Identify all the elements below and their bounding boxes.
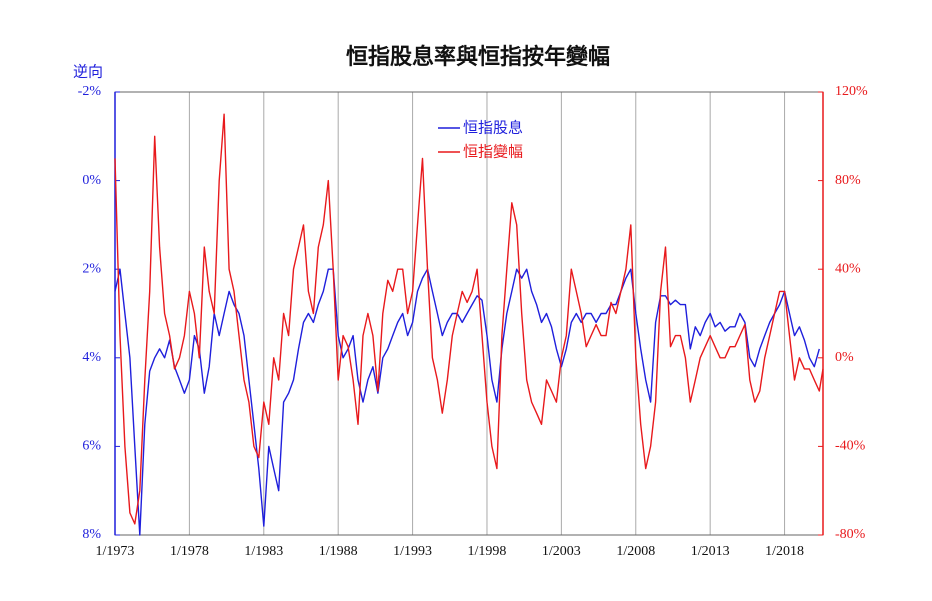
y2-tick-label: 80% [835, 173, 861, 188]
x-tick-label: 1/1988 [319, 544, 358, 559]
y-tick-label: 0% [82, 173, 101, 188]
x-tick-label: 1/1998 [468, 544, 507, 559]
y-tick-label: 8% [82, 527, 101, 542]
series-line [114, 113, 824, 525]
y-tick-label: 2% [82, 261, 101, 276]
x-tick-label: 1/1978 [170, 544, 209, 559]
x-tick-label: 1/2013 [691, 544, 730, 559]
legend-label: 恒指股息 [463, 119, 523, 137]
y-tick-label: 4% [82, 350, 101, 365]
y2-tick-label: -40% [835, 439, 866, 454]
y2-tick-label: 120% [835, 84, 868, 99]
x-tick-label: 1/2018 [765, 544, 804, 559]
x-tick-label: 1/1983 [244, 544, 283, 559]
y-tick-label: -2% [78, 84, 102, 99]
y2-tick-label: -80% [835, 527, 866, 542]
x-tick-label: 1/1993 [393, 544, 432, 559]
chart-title: 恒指股息率與恒指按年變幅 [346, 44, 610, 70]
y2-tick-label: 40% [835, 261, 861, 276]
y-axis-label: 逆向 [73, 63, 103, 81]
legend-label: 恒指變幅 [463, 143, 523, 161]
x-tick-label: 1/2008 [616, 544, 655, 559]
x-tick-label: 1/2003 [542, 544, 581, 559]
x-tick-label: 1/1973 [96, 544, 135, 559]
y-tick-label: 6% [82, 439, 101, 454]
y2-tick-label: 0% [835, 350, 854, 365]
series-line [114, 268, 820, 536]
